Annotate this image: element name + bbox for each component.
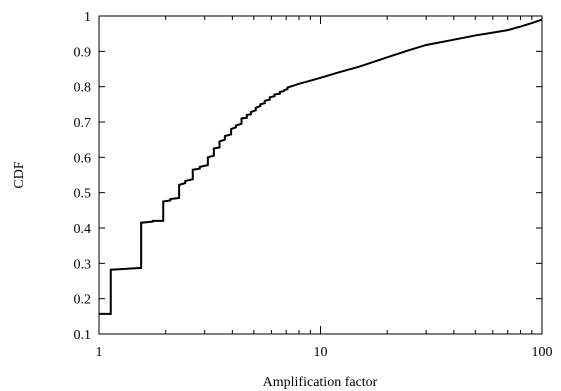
y-tick-label: 0.3 (74, 257, 92, 272)
y-tick-label: 0.6 (74, 151, 92, 166)
y-tick-label: 0.2 (74, 293, 92, 308)
y-tick-label: 1 (84, 10, 91, 25)
y-tick-label: 0.1 (74, 328, 92, 343)
y-tick-label: 0.5 (74, 187, 92, 202)
y-tick-label: 0.7 (74, 116, 92, 131)
axis-ticks (98, 15, 543, 335)
y-tick-label: 0.9 (74, 45, 92, 60)
plot-frame (98, 15, 543, 335)
y-axis-title: CDF (12, 161, 27, 188)
y-tick-label: 0.8 (74, 81, 92, 96)
cdf-series-line (99, 18, 543, 315)
y-tick-label: 0.4 (74, 222, 92, 237)
axis-tick-labels: 0.1 0.2 0.3 0.4 0.5 0.6 0.7 0.8 0.9 1 1 10 100 (74, 10, 553, 360)
x-tick-label: 10 (314, 345, 328, 360)
x-axis-title: Amplification factor (263, 375, 378, 390)
x-tick-label: 100 (532, 345, 553, 360)
x-tick-label: 1 (96, 345, 103, 360)
